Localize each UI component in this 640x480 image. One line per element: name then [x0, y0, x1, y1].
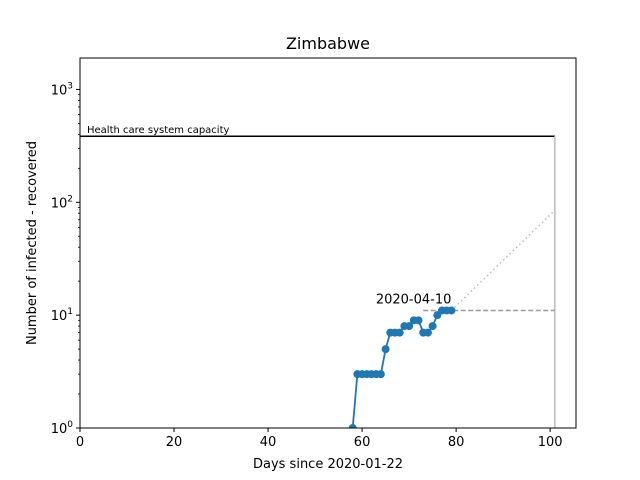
- projection-growth-line: [450, 209, 556, 312]
- y-tick-label: 101: [51, 307, 73, 324]
- x-tick-label: 20: [166, 435, 183, 450]
- date-annotation: 2020-04-10: [376, 292, 452, 307]
- data-point: [423, 328, 432, 337]
- y-tick-label: 100: [51, 420, 74, 437]
- y-tick-base: 10: [51, 309, 68, 324]
- y-tick-exponent: 2: [67, 194, 73, 204]
- data-point: [428, 322, 437, 331]
- data-point: [395, 328, 404, 337]
- y-tick-exponent: 0: [67, 420, 73, 430]
- x-axis: 0 20 40 60 80 100: [76, 428, 563, 450]
- data-point: [381, 345, 390, 354]
- y-tick-base: 10: [51, 422, 68, 437]
- x-tick-label: 60: [354, 435, 371, 450]
- data-point: [447, 306, 456, 315]
- plot-area: Health care system capacity 2020-04-10: [80, 125, 556, 428]
- x-tick-label: 100: [538, 435, 563, 450]
- data-point: [376, 370, 385, 379]
- data-point: [405, 322, 414, 331]
- x-tick-label: 80: [448, 435, 465, 450]
- y-tick-exponent: 3: [67, 81, 73, 91]
- y-tick-exponent: 1: [67, 307, 73, 317]
- axes-frame: [79, 57, 577, 429]
- x-tick-label: 0: [76, 435, 84, 450]
- capacity-label: Health care system capacity: [87, 125, 229, 136]
- data-point: [414, 316, 423, 325]
- y-tick-base: 10: [51, 83, 68, 98]
- x-tick-label: 40: [260, 435, 277, 450]
- chart-title: Zimbabwe: [286, 34, 370, 53]
- y-tick-base: 10: [51, 196, 68, 211]
- data-point: [348, 424, 357, 428]
- y-axis-label: Number of infected - recovered: [25, 141, 40, 345]
- y-tick-label: 103: [51, 81, 73, 98]
- y-tick-label: 102: [51, 194, 73, 211]
- plot-content: Health care system capacity: [80, 125, 556, 428]
- x-axis-label: Days since 2020-01-22: [253, 457, 403, 472]
